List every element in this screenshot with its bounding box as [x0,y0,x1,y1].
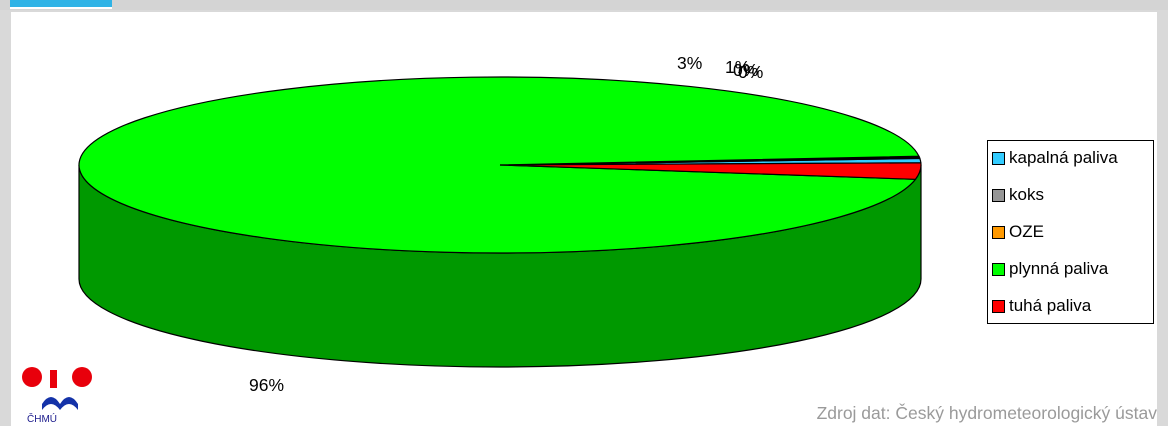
logo-text: ČHMÚ [27,414,57,425]
legend-swatch [992,188,1005,202]
legend-swatch [992,225,1005,239]
source-caption: Zdroj dat: Český hydrometeorologický úst… [816,403,1157,423]
legend-item-plynna: plynná paliva [992,258,1108,280]
pie-data-label: 0% [738,62,763,82]
legend-item-tuha: tuhá paliva [992,295,1091,317]
legend-item-koks: koks [992,184,1044,206]
pie-data-label: 1% [725,57,750,77]
legend-label: OZE [1009,222,1044,241]
legend-swatch [992,151,1005,165]
chart-legend: kapalná paliva koks OZE plynná paliva tu… [987,140,1154,324]
logo-red-center [50,370,57,388]
legend-item-kapalna: kapalná paliva [992,147,1118,169]
pie-data-label: 96% [249,375,284,395]
legend-label: tuhá paliva [1009,296,1092,315]
pie-data-label: 0% [733,60,758,80]
pie-slice-plynná [78,76,920,254]
logo-red-circle-right [72,367,92,387]
legend-label: koks [1009,185,1044,204]
logo-red-circle-left [22,367,42,387]
legend-swatch [992,262,1005,276]
pie-data-label: 3% [677,53,702,73]
legend-item-oze: OZE [992,221,1044,243]
chmu-logo [22,367,92,410]
top-bar [0,0,1168,10]
logo-blue-wave [42,397,78,410]
pie-slice-tuhá [499,162,922,180]
legend-label: kapalná paliva [1009,148,1118,167]
legend-label: plynná paliva [1009,259,1109,278]
legend-swatch [992,299,1005,313]
accent-tab [10,0,112,9]
